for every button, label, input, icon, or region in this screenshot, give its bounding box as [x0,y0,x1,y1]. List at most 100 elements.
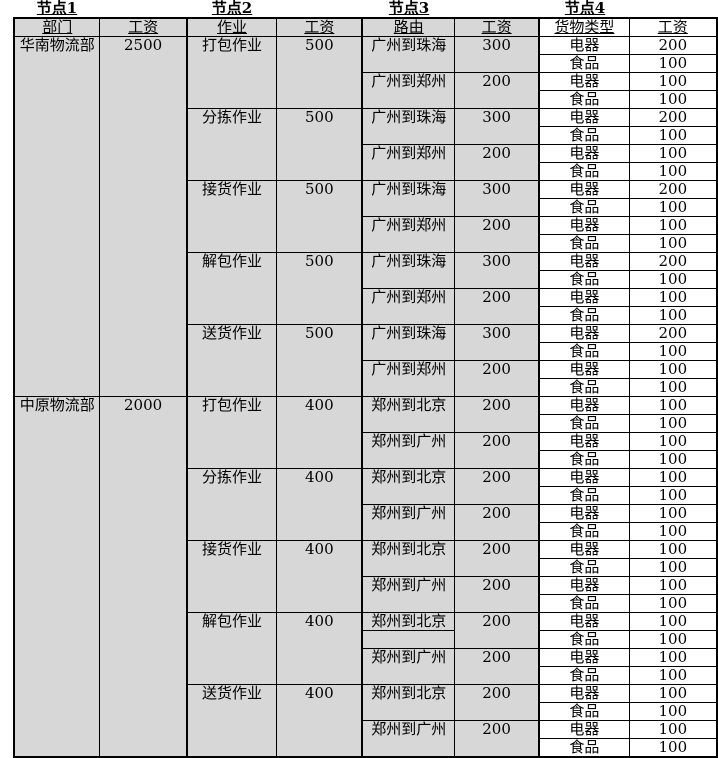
route-name-cell: 广州到郑州 [361,360,455,397]
goods-salary-cell: 100 [628,72,718,91]
goods-salary-cell: 100 [628,540,718,559]
route-salary-cell: 300 [453,108,540,145]
table-row: 食品 100 [14,522,718,541]
goods-salary-cell: 100 [628,162,718,181]
route-name-cell: 郑州到北京 [361,396,455,433]
goods-type-cell: 食品 [538,126,630,145]
goods-type-cell: 电器 [538,252,630,271]
goods-salary-cell: 100 [628,414,718,433]
operation-salary-cell: 400 [276,468,363,541]
route-salary-cell: 300 [453,324,540,361]
goods-salary-cell: 200 [628,324,718,343]
table-row: 食品 100 [14,126,718,145]
col-header-department: 部门 [13,17,101,37]
route-salary-cell: 200 [453,396,540,433]
operation-salary-cell: 500 [276,180,363,253]
route-salary-cell: 300 [453,252,540,289]
goods-salary-cell: 100 [628,396,718,415]
route-salary-cell: 200 [453,216,540,253]
route-name-cell: 广州到珠海 [361,108,455,145]
goods-type-cell: 食品 [538,486,630,505]
operation-name-cell: 解包作业 [185,612,278,685]
table-row: 食品 100 [14,198,718,217]
route-salary-cell: 200 [453,72,540,109]
goods-type-cell: 电器 [538,468,630,487]
operation-salary-cell: 400 [276,396,363,469]
goods-type-cell: 电器 [538,360,630,379]
goods-salary-cell: 100 [628,360,718,379]
goods-type-cell: 食品 [538,558,630,577]
operation-salary-cell: 500 [276,108,363,181]
operation-salary-cell: 500 [276,252,363,325]
table-row: 接货作业 400 郑州到北京 200 电器 100 [14,540,718,613]
route-salary-cell: 200 [453,144,540,181]
goods-type-cell: 食品 [538,162,630,181]
route-name-cell: 郑州到北京 [361,684,455,721]
node3-title: 节点3 [388,0,430,17]
goods-salary-cell: 100 [628,594,718,613]
route-salary-cell: 200 [453,648,540,685]
goods-salary-cell: 100 [628,468,718,487]
route-salary-cell: 300 [453,180,540,217]
goods-type-cell: 电器 [538,684,630,703]
table-row: 送货作业 400 郑州到北京 200 电器 100 [14,684,718,758]
node4-title: 节点4 [564,0,606,17]
goods-type-cell: 电器 [538,108,630,127]
table-row: 食品 100 [14,234,718,253]
goods-salary-cell: 100 [628,684,718,703]
table-row: 接货作业 500 广州到珠海 300 电器 200 [14,180,718,253]
goods-type-cell: 食品 [538,522,630,541]
goods-type-cell: 食品 [538,666,630,685]
route-name-cell: 广州到郑州 [361,72,455,109]
goods-salary-cell: 200 [628,252,718,271]
goods-salary-cell: 100 [628,54,718,73]
department-name-cell: 中原物流部 [13,396,101,758]
goods-salary-cell: 100 [628,288,718,307]
table-body: 华南物流部 2500 打包作业 500 广州到珠海 300 电器 200 食品 100 广州到郑州 2… [13,36,718,758]
goods-salary-cell: 100 [628,198,718,217]
goods-type-cell: 电器 [538,540,630,559]
node2-title: 节点2 [211,0,253,17]
col-header-route: 路由 [361,17,455,37]
goods-salary-cell: 100 [628,450,718,469]
table-row: 食品 100 [14,702,718,721]
goods-type-cell: 电器 [538,288,630,307]
goods-type-cell: 电器 [538,396,630,415]
goods-salary-cell: 200 [628,36,718,55]
goods-salary-cell: 100 [628,648,718,667]
col-header-goods-salary: 工资 [628,17,718,37]
table-row: 解包作业 400 郑州到北京 200 电器 100 [14,612,718,685]
goods-salary-cell: 100 [628,306,718,325]
table-row: 食品 100 [14,54,718,73]
node1-title: 节点1 [36,0,78,17]
goods-salary-cell: 100 [628,630,718,649]
route-salary-cell: 200 [453,612,540,649]
table-row: 送货作业 500 广州到珠海 300 电器 200 [14,324,718,397]
operation-name-cell: 接货作业 [185,540,278,613]
table-row: 食品 100 [14,666,718,685]
route-name-cell: 郑州到北京 [361,612,455,631]
route-name-cell: 郑州到北京 [361,540,455,577]
table-row: 食品 100 [14,342,718,361]
operation-name-cell: 分拣作业 [185,468,278,541]
col-header-route-salary: 工资 [453,17,540,37]
table-row: 郑州到广州 200 电器 100 [14,504,718,541]
table-row: 食品 100 [14,378,718,397]
operation-salary-cell: 400 [276,684,363,758]
goods-type-cell: 电器 [538,72,630,91]
goods-salary-cell: 100 [628,702,718,721]
operation-name-cell: 打包作业 [185,36,278,109]
route-name-cell: 广州到珠海 [361,324,455,361]
table-row: 华南物流部 2500 打包作业 500 广州到珠海 300 电器 200 [13,36,718,397]
goods-type-cell: 食品 [538,414,630,433]
table-row: 食品 100 [14,414,718,433]
route-salary-cell: 200 [453,504,540,541]
col-header-goods-type: 货物类型 [538,17,630,37]
table-row: 食品 100 [14,630,718,649]
route-name-cell: 广州到珠海 [361,252,455,289]
route-salary-cell: 300 [453,36,540,73]
route-salary-cell: 200 [453,432,540,469]
route-name-cell: 郑州到广州 [361,720,455,758]
goods-type-cell: 电器 [538,36,630,55]
